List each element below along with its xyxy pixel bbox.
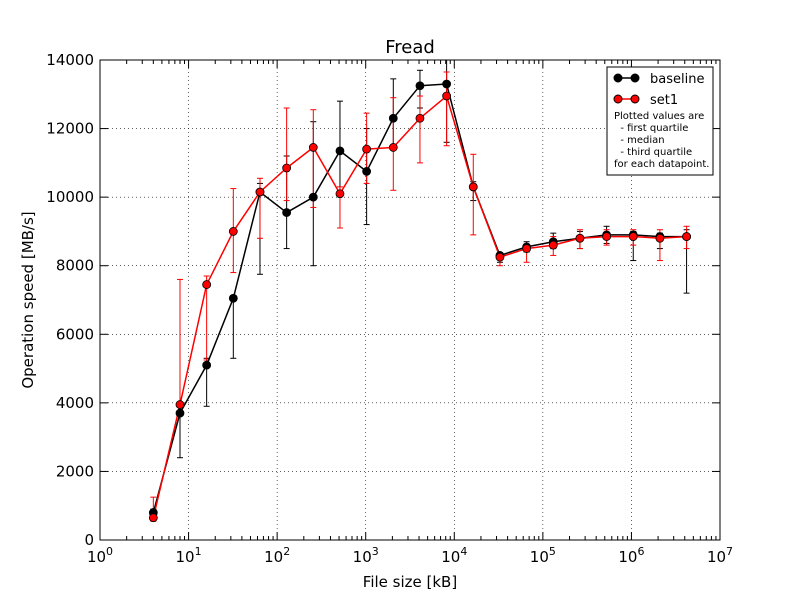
x-tick-label: 107 [707, 545, 733, 566]
baseline-point [175, 408, 185, 418]
set1-point [415, 113, 425, 123]
legend-set1-marker [630, 94, 640, 104]
legend-baseline-label: baseline [650, 72, 704, 87]
x-tick-label: 100 [87, 545, 113, 566]
set1-point [308, 143, 318, 152]
legend: baseline set1 Plotted values are - first… [606, 66, 714, 176]
x-tick-label: 102 [264, 545, 290, 566]
baseline-point [308, 192, 318, 202]
x-tick-label: 106 [618, 545, 644, 566]
x-tick-label: 104 [441, 545, 467, 566]
set1-point [575, 233, 585, 243]
set1-point [335, 189, 345, 199]
y-tick-label: 0 [84, 531, 94, 549]
legend-note-line: - median [614, 135, 665, 146]
baseline-point [228, 293, 238, 303]
y-tick-label: 10000 [46, 188, 94, 206]
set1-point [522, 244, 532, 253]
legend-set1-label: set1 [650, 93, 678, 108]
legend-box [606, 66, 714, 176]
baseline-point [442, 79, 452, 89]
set1-point [362, 144, 372, 154]
y-tick-label: 8000 [56, 257, 94, 275]
set1-point [175, 400, 185, 409]
set1-point [682, 232, 691, 241]
set1-point [202, 280, 212, 289]
legend-note-line: - first quartile [614, 123, 688, 134]
plot-frame [99, 59, 721, 541]
x-tick-label: 101 [176, 545, 202, 566]
baseline-point [362, 167, 372, 176]
set1-point [148, 513, 158, 523]
baseline-point [202, 360, 212, 370]
set1-point [255, 187, 265, 197]
set1-point [602, 232, 611, 241]
y-tick-label: 4000 [56, 394, 94, 412]
set1-point [282, 163, 292, 173]
chart-title: Fread [385, 37, 435, 58]
y-tick-label: 2000 [56, 462, 94, 480]
x-tick-label: 105 [530, 545, 556, 566]
series-markers [148, 79, 691, 523]
y-tick-label: 12000 [46, 120, 94, 138]
legend-note-line: Plotted values are [614, 111, 704, 122]
x-tick-label: 103 [353, 545, 379, 566]
legend-note-line: - third quartile [614, 147, 692, 158]
y-axis-label: Operation speed [MB/s] [19, 211, 37, 388]
x-axis-label: File size [kB] [363, 573, 457, 591]
y-tick-label: 14000 [46, 51, 94, 69]
legend-note-line: for each datapoint. [614, 159, 709, 170]
set1-point [548, 240, 558, 250]
y-tick-label: 6000 [56, 325, 94, 343]
set1-point [628, 232, 638, 241]
baseline-point [282, 208, 292, 217]
baseline-point [388, 113, 398, 123]
set1-point [228, 227, 238, 236]
legend-baseline-marker [630, 73, 640, 83]
y-tick-labels: 0 2000 4000 6000 8000 10000 12000 14000 [46, 51, 94, 549]
set1-point [655, 233, 665, 243]
legend-baseline-marker [613, 73, 623, 83]
x-tick-labels: 100 101 102 103 104 105 106 107 [87, 545, 733, 566]
baseline-point [415, 81, 425, 91]
set1-point [388, 143, 398, 152]
set1-point [442, 91, 452, 101]
set1-point [495, 252, 505, 262]
ticks [99, 59, 721, 541]
legend-set1-marker [613, 94, 623, 104]
set1-point [468, 182, 478, 192]
baseline-point [335, 146, 345, 156]
